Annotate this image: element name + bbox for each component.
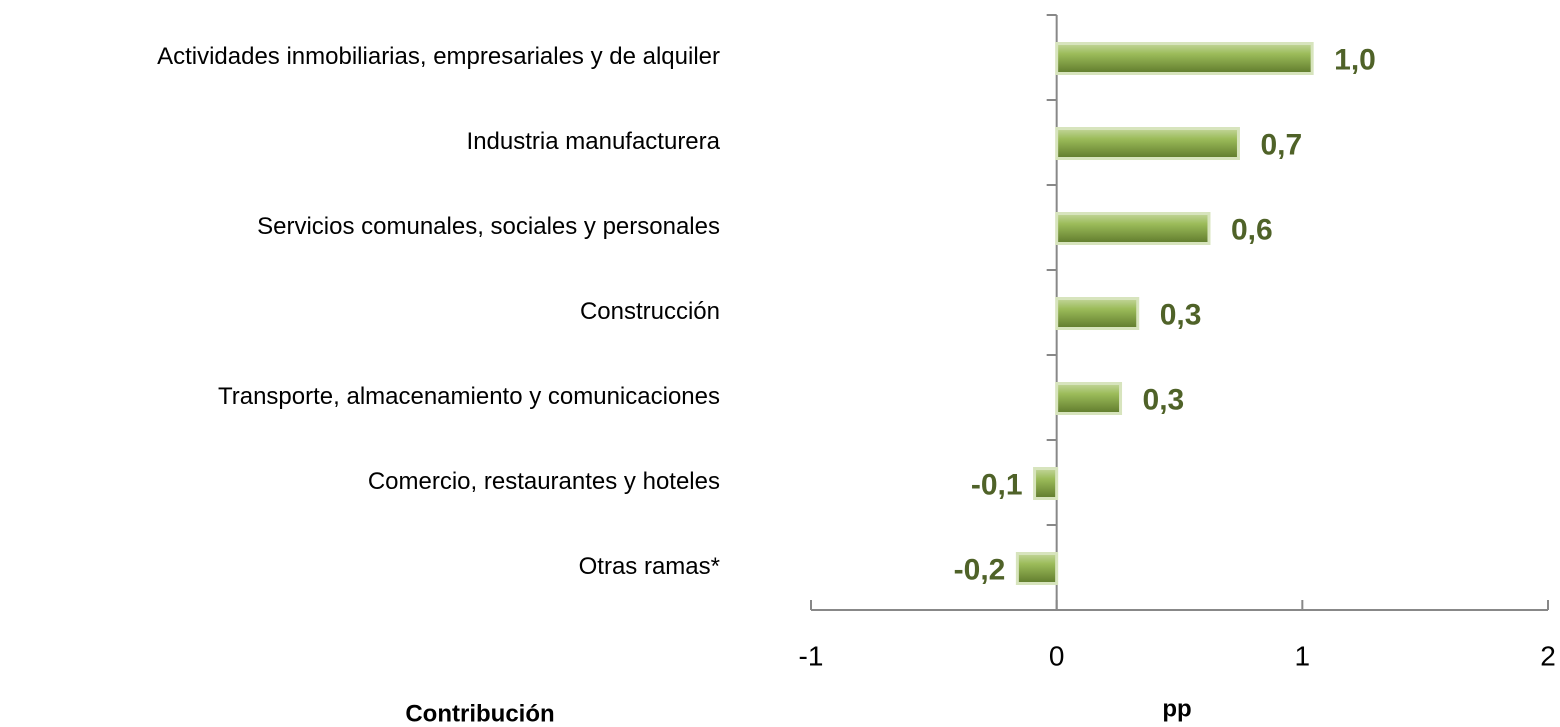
value-label: -0,2	[954, 553, 1006, 586]
category-label: Transporte, almacenamiento y comunicacio…	[218, 383, 720, 410]
y-axis-label: Contribución	[405, 700, 554, 727]
category-label: Actividades inmobiliarias, empresariales…	[157, 43, 720, 70]
value-label: -0,1	[971, 468, 1023, 501]
category-label: Servicios comunales, sociales y personal…	[257, 213, 720, 240]
bar	[1055, 297, 1140, 330]
value-label: 1,0	[1334, 43, 1376, 76]
bar	[1055, 212, 1211, 245]
category-label: Construcción	[580, 298, 720, 325]
category-label: Comercio, restaurantes y hoteles	[368, 468, 720, 495]
value-label: 0,6	[1231, 213, 1273, 246]
value-label: 0,3	[1143, 383, 1185, 416]
bar	[1055, 127, 1240, 160]
x-tick-label: 1	[1295, 640, 1311, 671]
x-axis-label: pp	[1162, 695, 1191, 722]
category-label: Otras ramas*	[579, 553, 720, 580]
bar	[1055, 382, 1123, 415]
category-label: Industria manufacturera	[467, 128, 721, 155]
bar	[1055, 42, 1314, 75]
value-label: 0,7	[1260, 128, 1302, 161]
value-label: 0,3	[1160, 298, 1202, 331]
bar	[1033, 467, 1059, 500]
bar	[1015, 552, 1059, 585]
x-tick-label: 2	[1540, 640, 1556, 671]
x-tick-label: 0	[1049, 640, 1065, 671]
x-tick-label: -1	[799, 640, 824, 671]
